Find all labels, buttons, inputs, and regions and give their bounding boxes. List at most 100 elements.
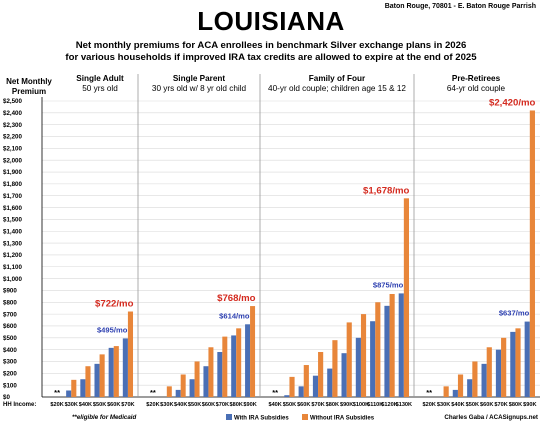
panel-subtitle: 40-yr old couple; children age 15 & 12 (268, 84, 406, 93)
data-label-without-ira: $1,678/mo (363, 185, 410, 196)
bar-without-ira (529, 110, 535, 398)
bar-with-ira (245, 324, 251, 397)
bar-with-ira (510, 331, 516, 397)
bar-without-ira (457, 374, 464, 397)
x-tick-label: $60K (297, 402, 310, 408)
x-tick-label: $70K (216, 402, 229, 408)
x-tick-label: $30K (437, 402, 450, 408)
x-tick-label: $120K (381, 402, 397, 408)
bar-with-ira (284, 395, 290, 397)
bar-with-ira (384, 305, 390, 397)
x-tick-label: $70K (494, 402, 507, 408)
panel-title-single-parent: Single Parent 30 yrs old w/ 8 yr old chi… (138, 74, 260, 94)
bar-without-ira (180, 374, 186, 397)
bar-without-ira (222, 336, 228, 397)
x-tick-label: $20K (50, 402, 63, 408)
data-label-with-ira: $614/mo (219, 311, 250, 320)
bar-without-ira (166, 386, 172, 397)
x-tick-label: $20K (146, 402, 159, 408)
bar-with-ira (94, 363, 100, 397)
bar-without-ira (501, 337, 507, 397)
legend-swatch-without-ira (302, 414, 308, 420)
y-tick-label: $2,500 (3, 98, 22, 105)
y-tick-label: $2,400 (3, 110, 22, 117)
medicaid-marker: ** (54, 388, 60, 397)
data-label-without-ira: $722/mo (95, 299, 134, 310)
bar-without-ira (346, 322, 352, 397)
x-tick-label: $40K (79, 402, 92, 408)
bar-without-ira (85, 366, 91, 397)
bar-with-ira (327, 368, 333, 397)
panel-subtitle: 30 yrs old w/ 8 yr old child (151, 84, 247, 93)
x-tick-label: $90K (523, 402, 536, 408)
data-label-with-ira: $637/mo (499, 309, 530, 318)
legend-label-with-ira: With IRA Subsidies (234, 416, 289, 422)
bar-with-ira (231, 335, 237, 397)
medicaid-marker: ** (272, 388, 278, 397)
y-tick-label: $400 (3, 347, 17, 354)
bar-without-ira (389, 293, 395, 397)
bar-without-ira (360, 314, 367, 397)
x-tick-label: $70K (311, 402, 324, 408)
y-tick-label: $0 (3, 394, 10, 401)
y-tick-label: $1,800 (3, 181, 22, 188)
bar-without-ira (208, 347, 214, 397)
x-tick-label: $90K (340, 402, 353, 408)
bar-with-ira (80, 379, 86, 397)
bar-with-ira (467, 379, 473, 397)
bar-with-ira (452, 389, 458, 397)
x-tick-label: $40K (451, 402, 464, 408)
y-tick-label: $500 (3, 335, 17, 342)
panel-subtitle: 64-yr old couple (446, 84, 506, 93)
bar-with-ira (122, 338, 128, 397)
bar-with-ira (66, 390, 72, 397)
bar-without-ira (515, 328, 521, 397)
x-tick-label: $110K (367, 402, 383, 408)
y-tick-label: $1,300 (3, 240, 22, 247)
x-tick-label: $20K (423, 402, 436, 408)
y-tick-label: $600 (3, 323, 17, 330)
subtitle-line-2: for various households if improved IRA t… (65, 52, 477, 63)
y-tick-label: $2,200 (3, 134, 22, 141)
panel-name: Single Parent (172, 74, 226, 83)
panel-title-single-adult: Single Adult 50 yrs old (62, 74, 138, 94)
y-tick-label: $1,600 (3, 205, 22, 212)
bar-with-ira (398, 293, 404, 397)
x-tick-label: $50K (188, 402, 201, 408)
y-tick-label: $2,000 (3, 157, 22, 164)
y-axis-title: Net Monthly Premium (6, 77, 52, 96)
bar-without-ira (472, 361, 478, 397)
y-tick-label: $1,000 (3, 276, 22, 283)
y-tick-label: $1,400 (3, 228, 22, 235)
panel-title-family-of-four: Family of Four 40-yr old couple; childre… (260, 74, 414, 94)
chart-title: LOUISIANA (197, 6, 345, 36)
y-tick-label: $100 (3, 382, 17, 389)
bar-without-ira (443, 386, 449, 397)
panel-title-pre-retirees: Pre-Retirees 64-yr old couple (414, 74, 538, 94)
panel-subtitle: 50 yrs old (82, 84, 118, 93)
y-tick-label: $200 (3, 371, 17, 378)
bar-without-ira (113, 346, 119, 397)
bar-without-ira (318, 352, 324, 397)
x-tick-label: $30K (160, 402, 173, 408)
y-tick-label: $1,200 (3, 252, 22, 259)
panel-name: Family of Four (308, 74, 366, 83)
bar-without-ira (289, 376, 295, 397)
bar-with-ira (189, 379, 195, 397)
y-tick-label: $800 (3, 299, 17, 306)
data-label-with-ira: $875/mo (373, 280, 404, 289)
bar-without-ira (71, 379, 77, 397)
x-tick-label: $130K (396, 402, 412, 408)
x-tick-label: $60K (107, 402, 120, 408)
x-tick-label: $80K (326, 402, 339, 408)
subtitle-line-1: Net monthly premiums for ACA enrollees i… (75, 40, 467, 51)
y-tick-label: $1,900 (3, 169, 22, 176)
x-tick-label: $50K (93, 402, 106, 408)
bar-without-ira (127, 311, 134, 397)
x-tick-label: $50K (466, 402, 479, 408)
bar-with-ira (341, 353, 347, 397)
x-axis-label: HH Income: (3, 402, 36, 408)
bar-without-ira (99, 354, 105, 397)
y-tick-label: $700 (3, 311, 17, 318)
